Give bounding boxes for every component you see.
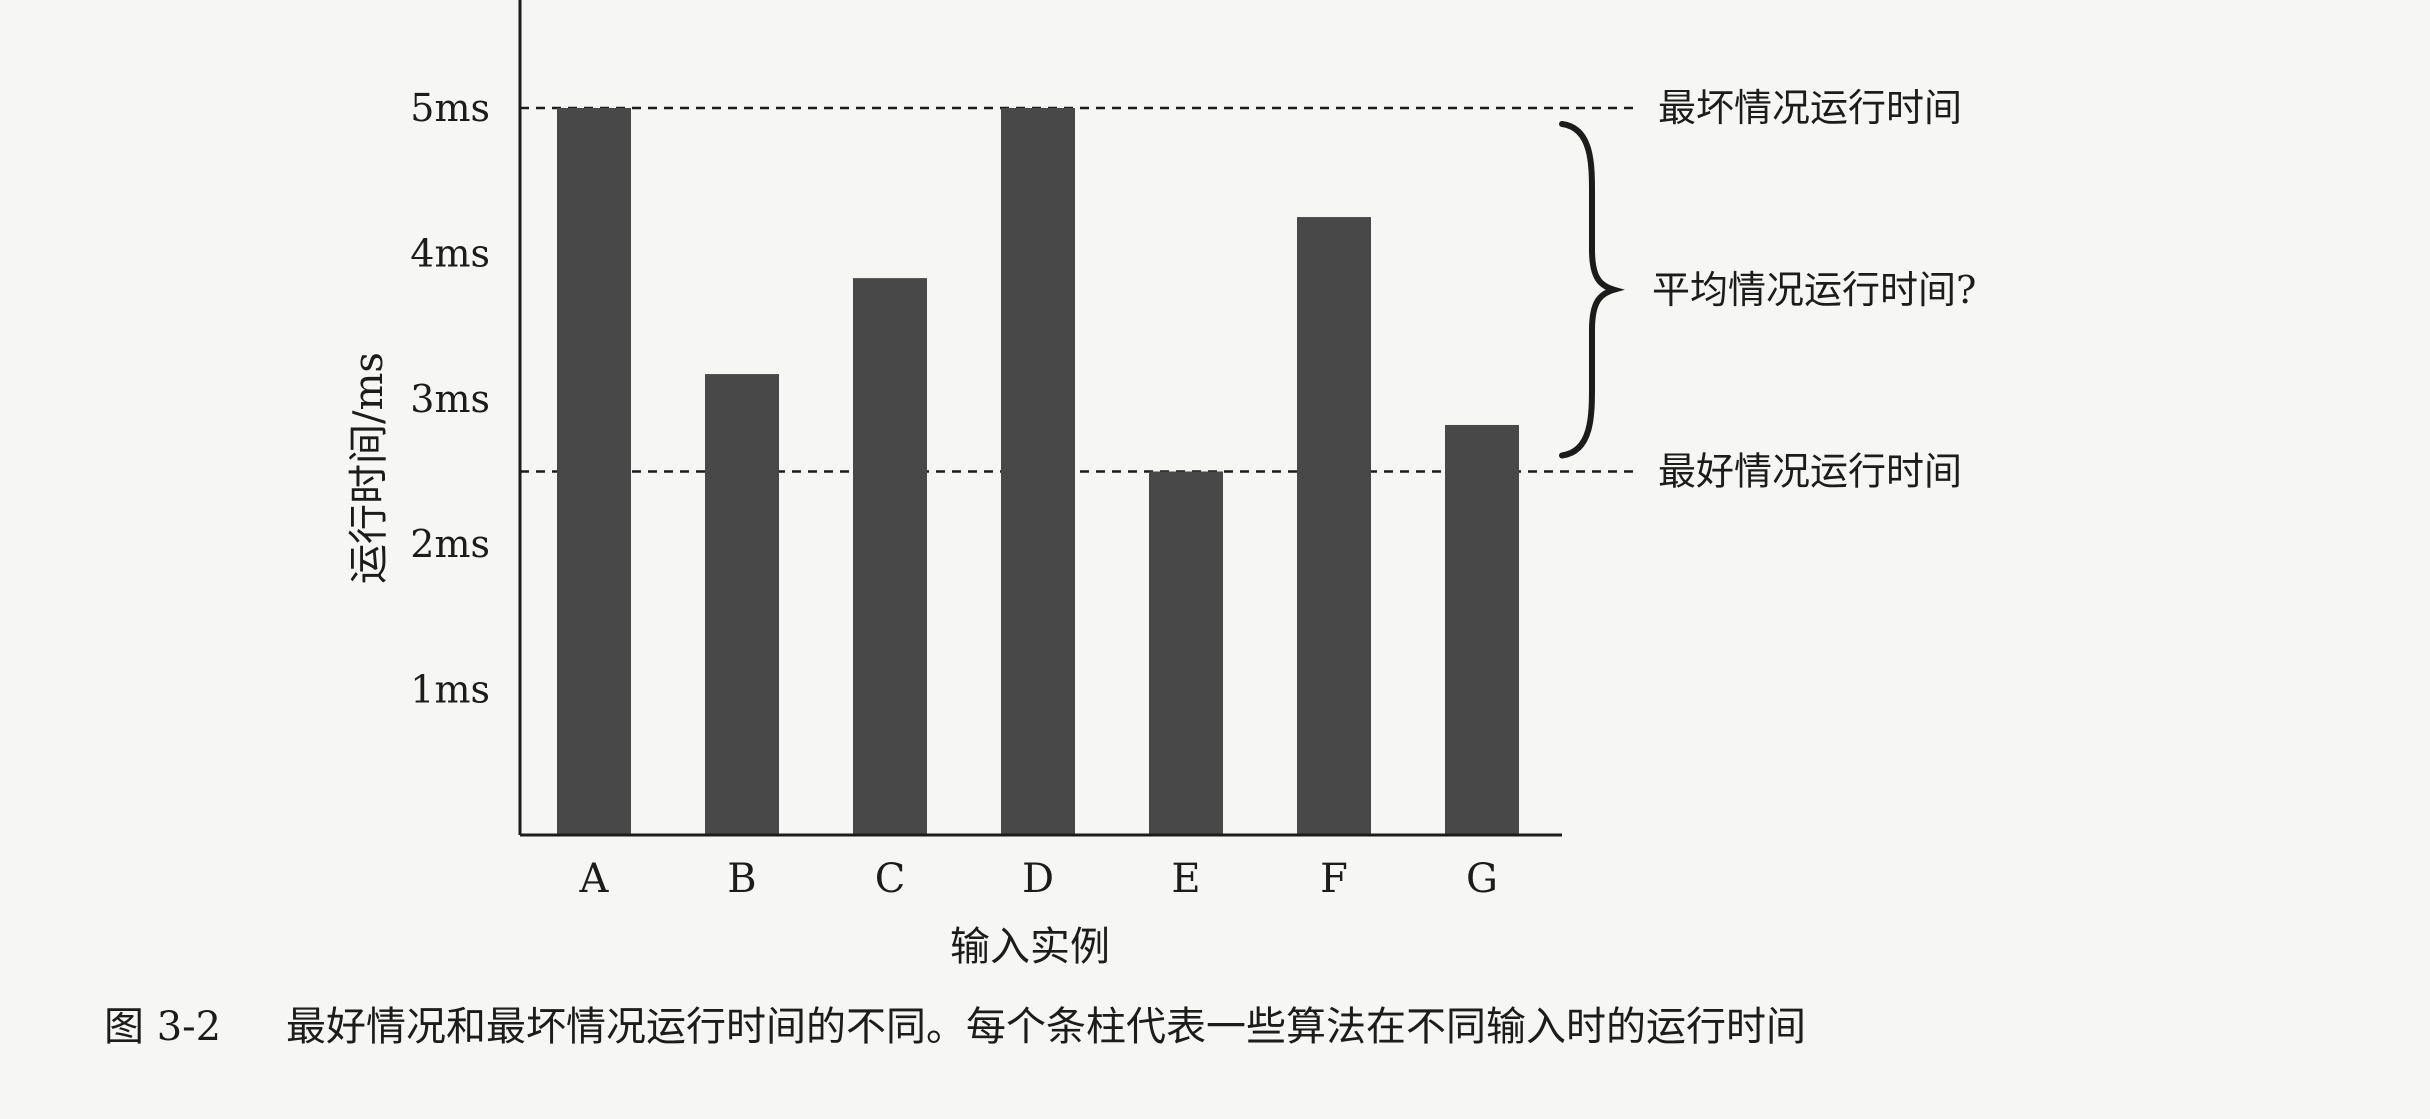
bar-A [557,108,631,835]
bar-E [1149,471,1223,835]
x-category-label-E: E [1171,856,1200,902]
bar-D [1001,108,1075,835]
reference-lines [520,106,1640,473]
x-category-label-G: G [1466,856,1498,902]
y-tick-label-1: 1ms [410,668,490,712]
x-category-label-F: F [1320,856,1348,902]
x-category-label-A: A [579,856,610,902]
figure-caption: 图 3-2 最好情况和最坏情况运行时间的不同。每个条柱代表一些算法在不同输入时的… [104,1004,1806,1050]
y-axis-title: 运行时间/ms [346,352,392,584]
caption-number: 图 3-2 [104,1004,221,1050]
x-axis-title: 输入实例 [950,924,1110,970]
bar-F [1297,217,1371,836]
y-tick-label-3: 3ms [410,377,490,421]
x-category-label-D: D [1022,856,1054,902]
bars [557,108,1519,836]
caption-text: 最好情况和最坏情况运行时间的不同。每个条柱代表一些算法在不同输入时的运行时间 [286,1004,1806,1050]
reference-line-label-2: 最好情况运行时间 [1658,450,1962,494]
average-range-label: 平均情况运行时间? [1652,268,1976,312]
x-category-label-B: B [727,856,756,902]
y-tick-labels: 1ms 2ms 3ms 4ms 5ms [410,86,490,712]
bar-C [853,278,927,835]
y-tick-label-2: 2ms [410,522,490,566]
average-range-brace [1559,121,1625,459]
y-tick-label-5: 5ms [410,86,490,130]
bar-B [705,374,779,835]
x-category-label-C: C [875,856,906,902]
x-category-labels: A B C D E F G [579,856,1498,902]
y-tick-label-4: 4ms [410,231,490,275]
bar-G [1445,424,1519,835]
reference-line-label-1: 最坏情况运行时间 [1658,86,1962,130]
